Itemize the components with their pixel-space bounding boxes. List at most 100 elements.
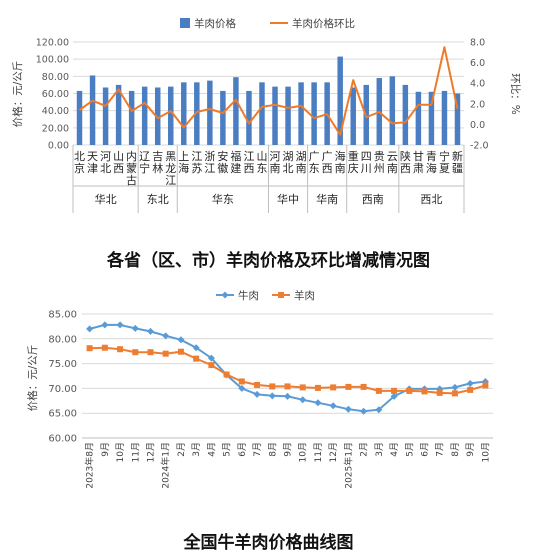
category-label: 浙江	[204, 150, 215, 175]
y-tick-label: 40.00	[42, 106, 69, 117]
legend-lamb-label: 羊肉	[294, 289, 315, 302]
bar-安徽	[220, 90, 226, 145]
category-label: 新疆	[452, 149, 463, 175]
bar-吉林	[154, 87, 161, 145]
x-tick-label: 2月	[176, 442, 187, 457]
beef-point	[177, 336, 185, 344]
legend-bar-swatch	[180, 18, 190, 28]
x-tick-label: 9月	[465, 442, 476, 457]
category-label: 重庆	[348, 149, 359, 175]
x-tick-label: 10月	[480, 442, 491, 462]
category-label: 海南	[335, 149, 346, 175]
region-label: 华东	[212, 192, 234, 206]
beef-point	[101, 321, 109, 329]
lamb-point	[284, 383, 291, 390]
x-tick-label: 9月	[283, 442, 294, 457]
category-label: 内蒙古	[126, 149, 137, 187]
national-beef-lamb-price-chart: 60.00 65.00 70.00 75.00 80.00 85.00 2023年8月 9月 1…	[26, 289, 493, 489]
category-label: 贵州	[374, 150, 385, 175]
x-tick-label: 5月	[404, 442, 415, 457]
category-label: 山东	[256, 150, 267, 175]
category-label: 甘肃	[413, 150, 424, 175]
bar-河北	[102, 87, 109, 145]
category-label: 安徽	[217, 149, 228, 175]
category-label: 辽宁	[139, 150, 150, 175]
lamb-point	[132, 349, 139, 356]
bar-江西	[246, 90, 252, 145]
beef-point	[268, 392, 276, 400]
bar-重庆	[350, 87, 356, 145]
lamb-point	[451, 390, 458, 397]
bar-河南	[272, 86, 278, 145]
beef-point	[329, 402, 337, 410]
beef-point	[192, 344, 200, 352]
legend-beef-marker	[221, 291, 229, 299]
beef-point	[253, 390, 261, 398]
bar-宁夏	[441, 90, 448, 145]
beef-point	[344, 405, 352, 413]
x-tick-label: 4月	[206, 442, 217, 457]
x-tick-label: 4月	[389, 442, 400, 457]
top-chart-caption: 各省（区、市）羊肉价格及环比增减情况图	[107, 251, 430, 271]
beef-point	[284, 392, 291, 400]
lamb-point	[406, 387, 413, 394]
bar-山西	[115, 84, 122, 145]
y2-tick-label: 0.0	[470, 120, 485, 131]
y2-tick-label: -2.0	[470, 141, 489, 152]
y-tick-label: 80.00	[42, 72, 69, 83]
bar-广东	[311, 82, 317, 145]
beef-point	[162, 332, 170, 340]
x-tick-label: 2025年1月	[342, 442, 354, 489]
lamb-point	[391, 387, 398, 394]
beef-point	[147, 327, 154, 335]
y-axis-title: 价格：元/公斤	[11, 61, 24, 128]
category-label: 陕西	[400, 149, 411, 175]
category-label: 河南	[270, 150, 281, 175]
lamb-point	[86, 345, 93, 352]
bar-黑龙江	[168, 86, 174, 145]
category-label: 江西	[243, 150, 254, 175]
x-tick-label: 10月	[298, 442, 309, 462]
x-tick-label: 6月	[237, 442, 248, 457]
y-axis-title: 价格：元/公斤	[26, 345, 39, 412]
y2-tick-label: 2.0	[470, 99, 485, 110]
x-tick-label: 10月	[115, 442, 126, 462]
x-tick-label: 8月	[450, 442, 461, 457]
beef-point	[375, 406, 383, 414]
region-label: 东北	[147, 193, 169, 206]
bar-陕西	[402, 84, 409, 145]
bar-云南	[389, 76, 396, 145]
beef-point	[390, 392, 398, 400]
lamb-point	[421, 388, 428, 395]
beef-point	[238, 384, 246, 392]
y-tick-label: 60.00	[48, 434, 77, 445]
x-tick-label: 7月	[252, 442, 263, 457]
legend-bar-label: 羊肉价格	[194, 17, 236, 30]
bar-青海	[428, 91, 435, 145]
lamb-point	[147, 349, 154, 356]
lamb-point	[330, 384, 337, 391]
region-label: 西南	[362, 193, 384, 206]
beef-point	[116, 321, 124, 329]
category-label: 黑龙江	[165, 150, 176, 187]
bar-北京	[76, 90, 83, 145]
lamb-point	[436, 389, 443, 396]
y-tick-label: 70.00	[48, 384, 77, 395]
beef-point	[299, 396, 307, 404]
beef-point	[451, 383, 459, 391]
bar-湖北	[285, 86, 291, 145]
y2-tick-label: 6.0	[470, 58, 485, 69]
category-label: 湖北	[283, 150, 294, 175]
category-label: 青海	[426, 150, 437, 175]
bar-浙江	[207, 80, 213, 145]
x-tick-label: 3月	[191, 442, 202, 457]
category-label: 四川	[361, 150, 372, 175]
lamb-point	[299, 384, 306, 391]
y-tick-label: 20.00	[42, 123, 69, 134]
x-tick-label: 11月	[313, 442, 324, 462]
beef-point	[360, 407, 368, 415]
bar-内蒙古	[128, 90, 135, 145]
lamb-point	[254, 381, 261, 388]
x-tick-label: 9月	[100, 442, 111, 457]
lamb-point	[467, 386, 474, 393]
